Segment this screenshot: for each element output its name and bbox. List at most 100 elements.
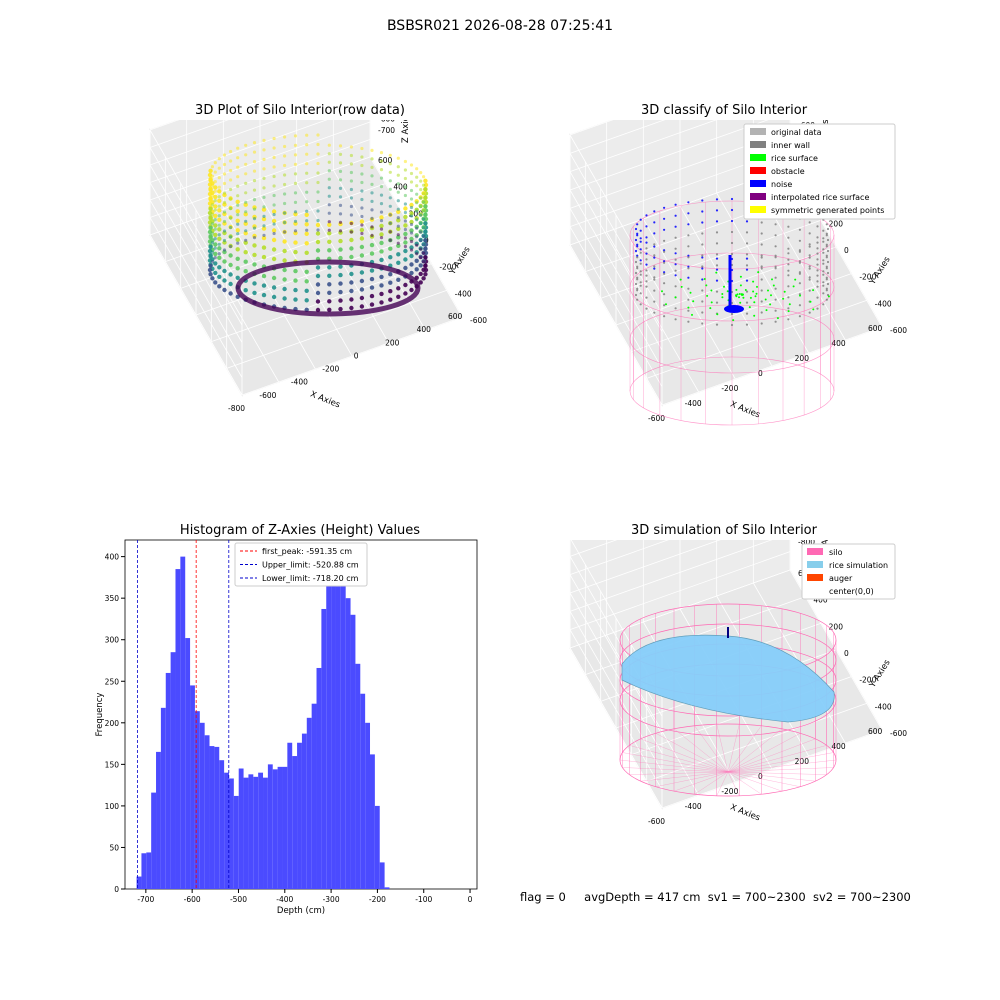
raw-point (305, 190, 309, 194)
raw-point (327, 177, 331, 181)
raw-point (244, 229, 248, 233)
histogram-bar (287, 742, 293, 889)
raw-point (236, 194, 240, 198)
raw-point (210, 184, 214, 188)
raw-point (359, 253, 365, 258)
figure-title: BSBSR021 2026-08-28 07:25:41 (386, 18, 614, 34)
raw-point (349, 196, 353, 200)
raw-point (418, 263, 423, 268)
raw-point (315, 290, 321, 296)
raw-point (213, 189, 217, 193)
raw-point (271, 294, 277, 300)
classified-point (760, 300, 763, 303)
histogram-bar (156, 751, 161, 889)
raw-point (338, 255, 343, 261)
raw-point (396, 199, 400, 203)
raw-point (327, 228, 331, 232)
silo-floor-spoke (727, 724, 740, 773)
raw-point (229, 197, 233, 201)
raw-point (369, 293, 375, 299)
histogram-bar (370, 754, 375, 889)
legend-label: symmetric generated points (771, 206, 884, 215)
classified-point (816, 280, 819, 283)
classified-point (674, 225, 677, 228)
classified-point (774, 287, 777, 290)
y-tick-label: 350 (105, 594, 120, 603)
classified-point (639, 240, 642, 243)
classified-point (653, 289, 656, 292)
classified-point (822, 251, 825, 254)
raw-point (403, 193, 407, 198)
raw-point (208, 254, 213, 259)
simulation-3d-plot: -600 -400 -200 0 200 400 600 X Axies -600 -400 -20… (569, 540, 907, 826)
classified-point (760, 289, 763, 292)
raw-point (396, 226, 401, 231)
raw-point (419, 239, 423, 243)
classified-point (816, 296, 819, 299)
raw-point (210, 231, 214, 235)
classified-point (822, 270, 825, 273)
raw-point (222, 278, 227, 283)
classified-point (663, 315, 666, 318)
raw-point (388, 289, 393, 294)
legend-box (234, 542, 368, 587)
raw-point (282, 277, 287, 282)
histogram-bar (360, 693, 366, 889)
raw-point (423, 187, 428, 192)
raw-point (213, 213, 218, 219)
noise-cluster (724, 305, 744, 313)
classified-point (674, 263, 677, 266)
classified-point (663, 239, 666, 242)
raw-point (305, 162, 309, 166)
raw-plot-title: 3D Plot of Silo Interior(row data) (195, 103, 405, 118)
classified-point (639, 262, 642, 265)
raw-point (409, 219, 414, 225)
raw-point (415, 167, 419, 171)
silo-floor-spoke (716, 724, 729, 773)
raw-point (293, 143, 298, 147)
raw-point (271, 209, 277, 214)
raw-point (213, 242, 218, 247)
rice-surface-point (687, 306, 690, 309)
raw-point (272, 184, 276, 188)
raw-point (419, 222, 423, 226)
classified-point (687, 254, 690, 257)
histogram-bar (258, 772, 264, 889)
classified-point (663, 293, 666, 296)
classified-point (701, 289, 704, 292)
classified-point (653, 267, 656, 270)
raw-point (315, 239, 321, 245)
classified-point (645, 307, 648, 310)
rice-surface-point (752, 290, 755, 293)
raw-point (415, 201, 419, 205)
raw-point (236, 184, 240, 188)
rice-surface-point (771, 278, 773, 281)
rice-surface-point (739, 275, 742, 278)
raw-point (379, 249, 384, 254)
z-axis-label: Z Axies (Depth) (401, 120, 411, 143)
raw-point (403, 265, 408, 271)
raw-point (304, 250, 309, 255)
classified-point (674, 307, 677, 310)
classified-point (787, 263, 790, 266)
rice-surface-point (753, 314, 756, 317)
histogram-bar (190, 685, 195, 889)
raw-point (369, 285, 375, 290)
classified-point (639, 229, 642, 232)
classified-point (639, 292, 642, 295)
raw-point (304, 269, 309, 274)
raw-point (293, 297, 298, 302)
raw-point (236, 232, 240, 236)
raw-point (388, 213, 392, 217)
raw-point (283, 211, 287, 215)
classified-point (701, 232, 704, 235)
raw-point (236, 146, 240, 150)
classified-point (745, 268, 749, 271)
classify-plot-title: 3D classify of Silo Interior (640, 103, 808, 118)
classified-point (787, 247, 790, 250)
raw-point (315, 248, 321, 253)
raw-point (403, 214, 408, 220)
classified-point (663, 271, 666, 274)
silo-floor-spoke (622, 752, 729, 773)
x-tick-label: 0 (468, 895, 473, 904)
